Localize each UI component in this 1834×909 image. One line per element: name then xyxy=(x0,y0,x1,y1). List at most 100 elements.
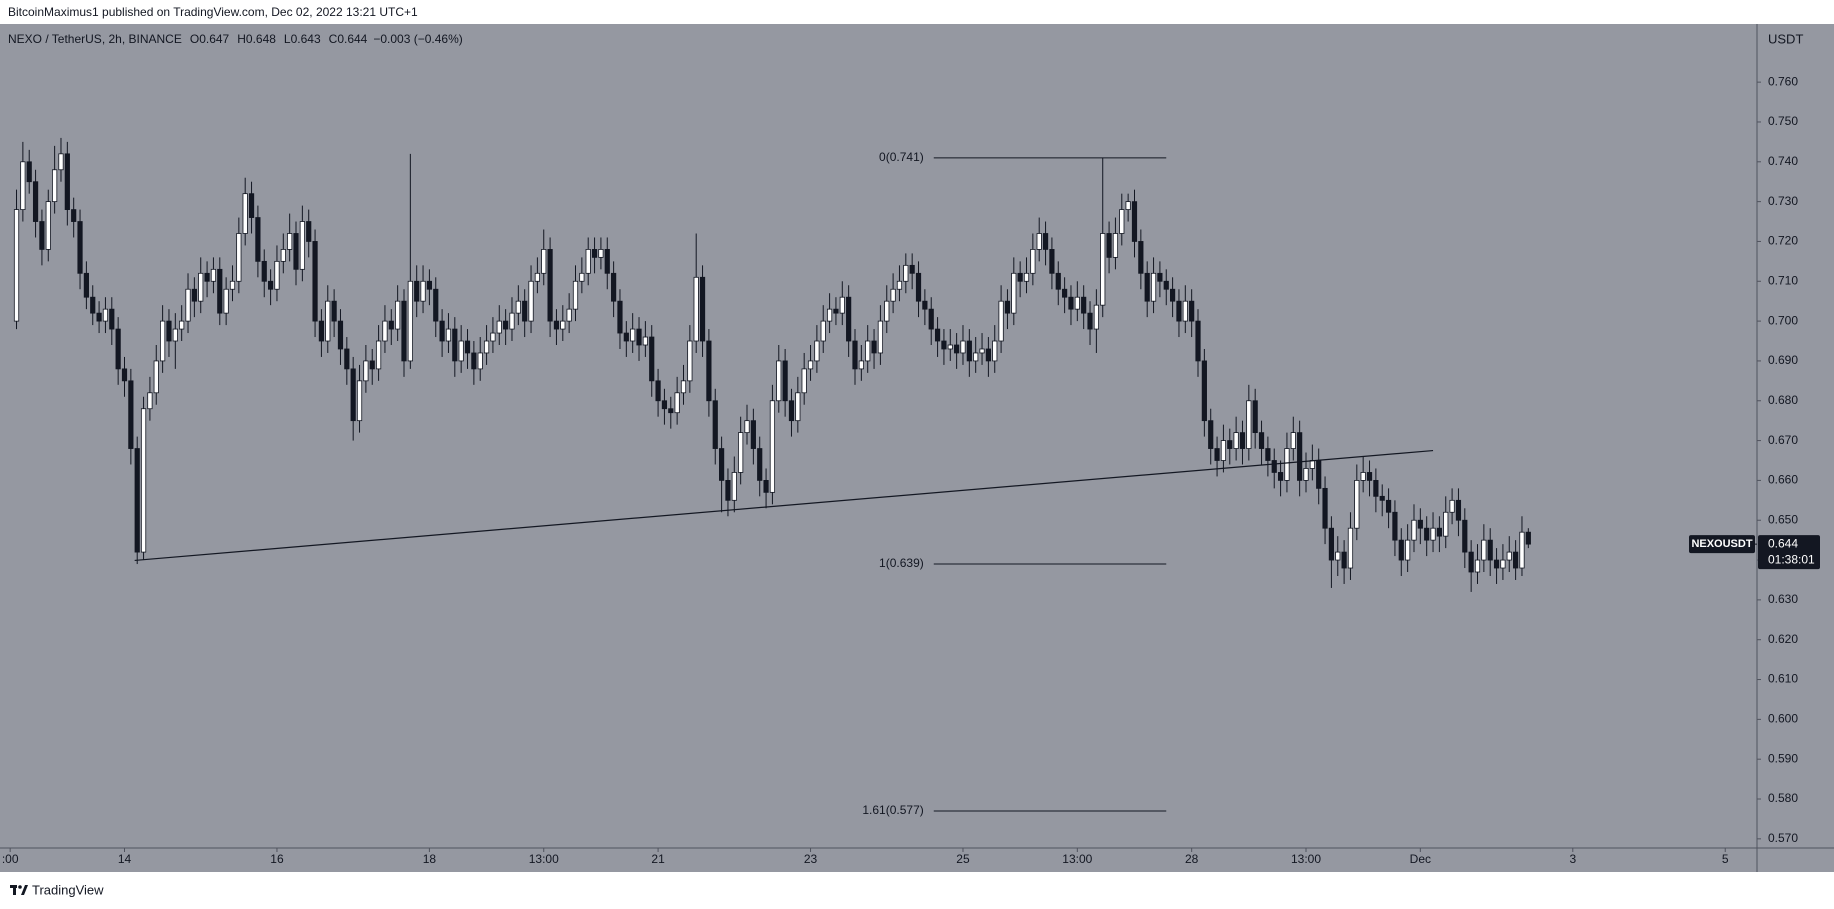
candle-body-down xyxy=(1417,519,1423,529)
candle-body-down xyxy=(1239,432,1246,449)
candle-body-down xyxy=(1392,511,1398,541)
y-tick-label: 0.750 xyxy=(1768,114,1798,128)
candle-body-down xyxy=(1316,460,1322,489)
candle-body-down xyxy=(1106,233,1112,258)
candle-body-down xyxy=(1373,480,1379,497)
legend-change: −0.003 (−0.46%) xyxy=(373,32,462,46)
candle-body-up xyxy=(1290,432,1296,449)
y-tick-label: 0.690 xyxy=(1768,353,1798,367)
y-tick-label: 0.730 xyxy=(1768,194,1798,208)
candle-body-down xyxy=(985,348,991,362)
candle-body-up xyxy=(738,432,744,473)
y-tick-label: 0.580 xyxy=(1768,791,1798,805)
plot-area: 0(0.741) 1(0.639) 1.61(0.577) xyxy=(13,137,1531,817)
candle-body-up xyxy=(687,340,693,382)
candle-body-up xyxy=(496,320,502,334)
candle-body-down xyxy=(1379,495,1385,501)
candle-body-up xyxy=(445,328,452,342)
y-tick-label: 0.610 xyxy=(1768,672,1798,686)
candle-body-up xyxy=(903,264,909,282)
candle-body-up xyxy=(680,380,687,394)
candle-body-down xyxy=(191,288,197,302)
candle-body-down xyxy=(553,320,560,330)
axis-unit: USDT xyxy=(1768,31,1803,46)
candle-body-up xyxy=(1233,432,1239,449)
candle-body-up xyxy=(160,320,166,362)
candle-body-up xyxy=(890,288,896,302)
x-tick-label: Dec xyxy=(1410,852,1431,866)
candle-body-up xyxy=(458,340,464,362)
candle-body-down xyxy=(388,320,394,330)
candle-body-up xyxy=(947,344,953,350)
candle-body-down xyxy=(1201,360,1207,422)
candle-body-up xyxy=(674,392,680,414)
candle-body-up xyxy=(807,360,814,370)
candle-body-down xyxy=(1170,288,1176,302)
y-tick-label: 0.630 xyxy=(1768,592,1798,606)
y-tick-label: 0.700 xyxy=(1768,313,1798,327)
x-tick-label: 25 xyxy=(956,852,970,866)
candle-body-up xyxy=(58,153,64,171)
candle-body-up xyxy=(1036,233,1042,250)
candle-body-down xyxy=(1328,527,1335,561)
candle-body-up xyxy=(877,320,884,354)
candle-body-up xyxy=(579,272,585,282)
candle-body-up xyxy=(179,320,185,330)
x-tick-label: 21 xyxy=(651,852,665,866)
candle-body-down xyxy=(1322,487,1328,529)
legend-key: C xyxy=(329,32,338,46)
candle-body-down xyxy=(852,340,858,370)
countdown-label: 01:38:01 xyxy=(1768,552,1815,566)
candle-body-up xyxy=(13,209,20,322)
candle-body-down xyxy=(922,300,928,310)
candle-body-up xyxy=(287,233,293,250)
x-tick-label: 13:00 xyxy=(529,852,559,866)
candle-body-down xyxy=(134,448,140,553)
candle-body-up xyxy=(236,233,242,282)
candle-body-down xyxy=(941,340,947,350)
candle-body-up xyxy=(1347,527,1354,569)
candle-body-up xyxy=(483,340,490,354)
candle-body-down xyxy=(1163,280,1169,290)
candle-body-up xyxy=(1449,499,1455,513)
candle-body-down xyxy=(1195,320,1201,362)
candle-body-up xyxy=(1481,539,1487,561)
legend-key: L xyxy=(284,32,291,46)
candle-body-down xyxy=(611,272,617,302)
symbol-tag-label: NEXOUSDT xyxy=(1691,538,1752,550)
candle-body-down xyxy=(934,328,941,342)
y-tick-label: 0.590 xyxy=(1768,751,1798,765)
candle-body-down xyxy=(915,272,922,302)
candle-body-up xyxy=(420,280,426,302)
candle-body-down xyxy=(96,312,102,322)
candle-body-down xyxy=(1189,300,1195,322)
candle-body-up xyxy=(1093,304,1099,330)
legend-key: H xyxy=(237,32,246,46)
candle-body-down xyxy=(1227,440,1233,449)
candle-body-up xyxy=(299,221,305,270)
candle-body-up xyxy=(642,336,648,346)
candle-body-down xyxy=(471,352,477,370)
candle-body-down xyxy=(414,280,420,302)
candle-body-up xyxy=(839,296,845,314)
candle-body-down xyxy=(712,400,718,449)
candle-body-up xyxy=(52,169,58,203)
candle-body-up xyxy=(1284,448,1290,481)
candle-body-down xyxy=(725,480,731,501)
candle-body-down xyxy=(293,233,299,270)
candle-body-down xyxy=(331,300,337,322)
candle-body-down xyxy=(1398,539,1404,561)
candle-body-down xyxy=(1493,559,1500,569)
y-tick-label: 0.680 xyxy=(1768,393,1798,407)
y-tick-label: 0.760 xyxy=(1768,74,1798,88)
candle-body-down xyxy=(439,320,445,342)
candle-body-up xyxy=(375,340,382,370)
candle-body-down xyxy=(1157,272,1163,282)
y-tick-label: 0.740 xyxy=(1768,154,1798,168)
candle-body-down xyxy=(928,308,934,330)
candle-body-up xyxy=(1360,472,1366,481)
candle-body-down xyxy=(617,300,623,334)
candle-body-up xyxy=(693,276,699,342)
candle-body-up xyxy=(242,193,248,234)
candle-body-down xyxy=(369,360,375,370)
